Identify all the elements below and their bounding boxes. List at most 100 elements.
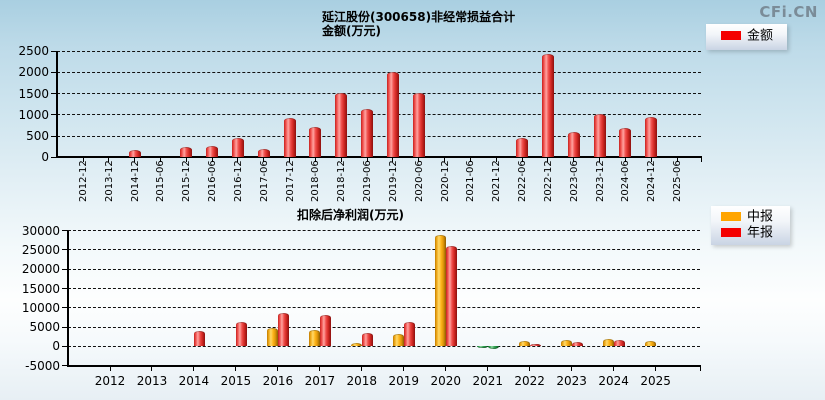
- x-axis-tick: [469, 158, 471, 163]
- x-axis-tick: [403, 366, 405, 371]
- x-axis-tick: [108, 158, 110, 163]
- x-axis-tick: [650, 158, 652, 163]
- bar: [445, 246, 457, 347]
- y-axis-label: 25000: [21, 242, 60, 257]
- x-axis-label: 2019: [388, 373, 420, 388]
- bar: [277, 313, 289, 347]
- bar: [571, 342, 583, 347]
- bar: [231, 138, 244, 158]
- x-axis-label: 2021-12: [491, 160, 503, 203]
- y-axis-label: 10000: [21, 300, 60, 315]
- x-axis-tick: [235, 366, 237, 371]
- x-axis-label: 2012-12: [78, 160, 89, 203]
- x-axis-label: 2016: [262, 373, 294, 388]
- bar: [361, 108, 374, 158]
- y-axis-label: 2000: [18, 65, 49, 80]
- x-axis-tick: [495, 158, 497, 163]
- x-axis-label: 2021: [472, 373, 503, 388]
- bar: [193, 330, 205, 347]
- x-axis-tick: [655, 366, 657, 371]
- legend-annual-label: 年报: [747, 225, 774, 241]
- bar: [283, 118, 296, 158]
- y-axis-tick: [51, 114, 57, 116]
- x-axis-tick: [571, 366, 573, 371]
- bar: [412, 93, 425, 158]
- x-axis-tick: [547, 158, 549, 163]
- x-axis-tick: [263, 158, 265, 163]
- x-axis-label: 2020-06: [413, 160, 425, 203]
- gridline: [68, 249, 700, 251]
- x-axis-tick: [418, 158, 420, 163]
- x-axis-label: 2023-06: [568, 160, 580, 203]
- bar: [541, 54, 554, 158]
- y-axis-label: 30000: [21, 223, 60, 238]
- x-axis-tick: [237, 158, 239, 163]
- x-axis-label: 2022-06: [517, 160, 529, 203]
- bar: [180, 147, 193, 158]
- bar: [335, 92, 348, 158]
- y-axis-label: -5000: [25, 358, 60, 373]
- x-axis-label: 2013: [136, 373, 168, 388]
- x-axis-label: 2024-06: [620, 160, 632, 203]
- y-axis-tick: [62, 307, 68, 309]
- y-axis-label: 1000: [18, 107, 49, 122]
- y-axis-label: 1500: [18, 86, 49, 101]
- bar: [206, 146, 219, 158]
- x-axis-label: 2018-12: [336, 160, 348, 203]
- y-axis-label: 20000: [21, 262, 60, 277]
- amount-swatch: [721, 31, 741, 40]
- x-axis-tick: [319, 366, 321, 371]
- x-axis-label: 2015-12: [181, 160, 193, 203]
- x-axis-label: 2021-06: [465, 160, 477, 203]
- x-axis-label: 2019-06: [362, 160, 374, 203]
- x-axis-label: 2014: [178, 373, 210, 388]
- x-axis-tick: [314, 158, 316, 163]
- x-axis-end-tick: [699, 366, 701, 371]
- y-axis: [67, 230, 69, 366]
- x-axis-label: 2017-06: [258, 160, 270, 203]
- interim-report-swatch: [721, 212, 741, 221]
- x-axis-tick: [487, 366, 489, 371]
- x-axis-tick: [624, 158, 626, 163]
- legend-item-amount: 金额: [706, 28, 787, 44]
- x-axis-tick: [134, 158, 136, 163]
- bar: [309, 127, 322, 158]
- legend-amount: 金额: [706, 24, 787, 50]
- gridline: [68, 230, 700, 232]
- x-axis-label: 2012: [94, 373, 126, 388]
- bar: [619, 127, 632, 158]
- y-axis-tick: [62, 326, 68, 328]
- x-axis-label: 2014-12: [129, 160, 141, 203]
- gridline: [68, 326, 700, 328]
- x-axis-label: 2016-06: [207, 160, 219, 203]
- bar: [516, 137, 529, 158]
- bar: [403, 321, 415, 347]
- x-axis-tick: [573, 158, 575, 163]
- bar-negative: [487, 346, 499, 349]
- x-axis-tick: [109, 366, 111, 371]
- bar: [266, 327, 278, 347]
- bar: [308, 330, 320, 347]
- y-axis-tick: [62, 345, 68, 347]
- bar: [560, 340, 572, 347]
- y-axis-label: 0: [52, 339, 60, 354]
- x-axis-tick: [613, 366, 615, 371]
- x-axis-label: 2020-12: [439, 160, 451, 203]
- x-axis-tick: [82, 158, 84, 163]
- legend-item-interim: 中报: [711, 209, 790, 225]
- y-axis-label: 2500: [18, 44, 49, 58]
- bar: [613, 340, 625, 347]
- x-axis-label: 2025-06: [672, 160, 683, 203]
- legend-interim-label: 中报: [747, 209, 774, 225]
- bar: [434, 234, 446, 347]
- y-axis-tick: [51, 135, 57, 137]
- x-axis-label: 2023: [556, 373, 587, 388]
- x-axis-tick: [392, 158, 394, 163]
- x-axis-tick: [445, 366, 447, 371]
- x-axis-label: 2017-12: [284, 160, 296, 203]
- annual-report-swatch: [721, 228, 741, 237]
- bar: [128, 150, 141, 158]
- x-axis-tick: [361, 366, 363, 371]
- legend-reports: 中报 年报: [711, 206, 790, 245]
